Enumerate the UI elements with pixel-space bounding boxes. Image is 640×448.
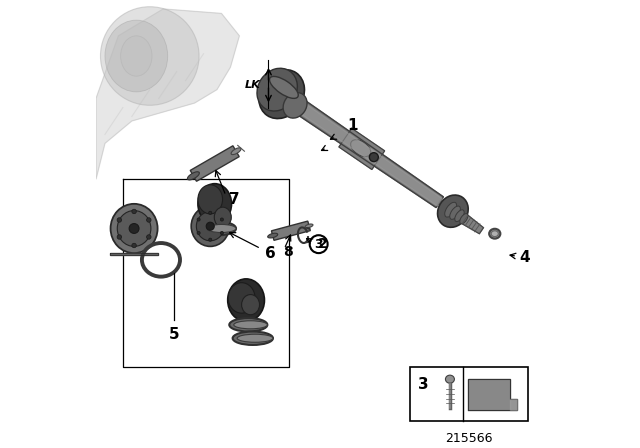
Ellipse shape xyxy=(197,218,200,221)
Text: LK: LK xyxy=(245,80,260,90)
Ellipse shape xyxy=(191,206,229,246)
Ellipse shape xyxy=(117,218,122,222)
Ellipse shape xyxy=(445,202,456,217)
Ellipse shape xyxy=(220,231,223,235)
Polygon shape xyxy=(110,253,158,255)
Ellipse shape xyxy=(132,209,136,214)
Polygon shape xyxy=(510,399,517,410)
Ellipse shape xyxy=(105,20,168,92)
Ellipse shape xyxy=(269,77,298,99)
Ellipse shape xyxy=(305,224,313,228)
Ellipse shape xyxy=(438,195,468,227)
Ellipse shape xyxy=(455,210,464,222)
Ellipse shape xyxy=(209,211,212,214)
Ellipse shape xyxy=(231,148,241,155)
Ellipse shape xyxy=(214,207,231,228)
Ellipse shape xyxy=(237,334,273,342)
Ellipse shape xyxy=(198,184,232,224)
Ellipse shape xyxy=(351,140,371,157)
Text: 8: 8 xyxy=(284,245,293,259)
Ellipse shape xyxy=(100,7,199,105)
Text: 3: 3 xyxy=(314,237,323,251)
Ellipse shape xyxy=(228,283,255,313)
Bar xyxy=(271,221,310,240)
Ellipse shape xyxy=(445,375,454,383)
Ellipse shape xyxy=(197,231,200,235)
Polygon shape xyxy=(467,379,517,410)
Ellipse shape xyxy=(241,295,260,314)
Ellipse shape xyxy=(111,204,157,253)
Ellipse shape xyxy=(310,235,328,253)
Ellipse shape xyxy=(489,229,500,239)
Ellipse shape xyxy=(147,235,151,239)
Ellipse shape xyxy=(257,68,298,111)
Ellipse shape xyxy=(450,206,460,220)
Ellipse shape xyxy=(233,332,273,345)
Ellipse shape xyxy=(132,243,136,248)
Ellipse shape xyxy=(369,153,378,162)
Ellipse shape xyxy=(129,224,139,233)
Ellipse shape xyxy=(209,238,212,241)
Ellipse shape xyxy=(283,93,307,118)
Ellipse shape xyxy=(259,70,305,119)
Ellipse shape xyxy=(117,235,122,239)
Polygon shape xyxy=(461,214,483,234)
Ellipse shape xyxy=(188,172,199,180)
Text: 5: 5 xyxy=(169,327,180,342)
Bar xyxy=(410,367,528,421)
Text: 4: 4 xyxy=(519,250,530,265)
Ellipse shape xyxy=(220,218,223,221)
Text: 3: 3 xyxy=(418,377,428,392)
Ellipse shape xyxy=(491,231,499,237)
Ellipse shape xyxy=(460,214,468,224)
Ellipse shape xyxy=(120,36,152,76)
Ellipse shape xyxy=(196,212,224,241)
Bar xyxy=(190,146,239,181)
Polygon shape xyxy=(96,9,239,179)
Text: 2: 2 xyxy=(317,237,328,251)
Polygon shape xyxy=(291,96,444,207)
Text: 1: 1 xyxy=(347,118,357,133)
Ellipse shape xyxy=(202,222,236,235)
Ellipse shape xyxy=(206,222,214,230)
Ellipse shape xyxy=(228,279,264,322)
Ellipse shape xyxy=(117,211,151,246)
Ellipse shape xyxy=(207,224,236,233)
Ellipse shape xyxy=(229,318,268,332)
Polygon shape xyxy=(339,128,385,169)
Polygon shape xyxy=(292,99,442,206)
Text: 6: 6 xyxy=(266,246,276,261)
Ellipse shape xyxy=(198,185,223,214)
Text: 215566: 215566 xyxy=(445,432,493,445)
Ellipse shape xyxy=(268,233,278,238)
Text: 7: 7 xyxy=(228,192,239,207)
Ellipse shape xyxy=(147,218,151,222)
Ellipse shape xyxy=(234,321,268,329)
